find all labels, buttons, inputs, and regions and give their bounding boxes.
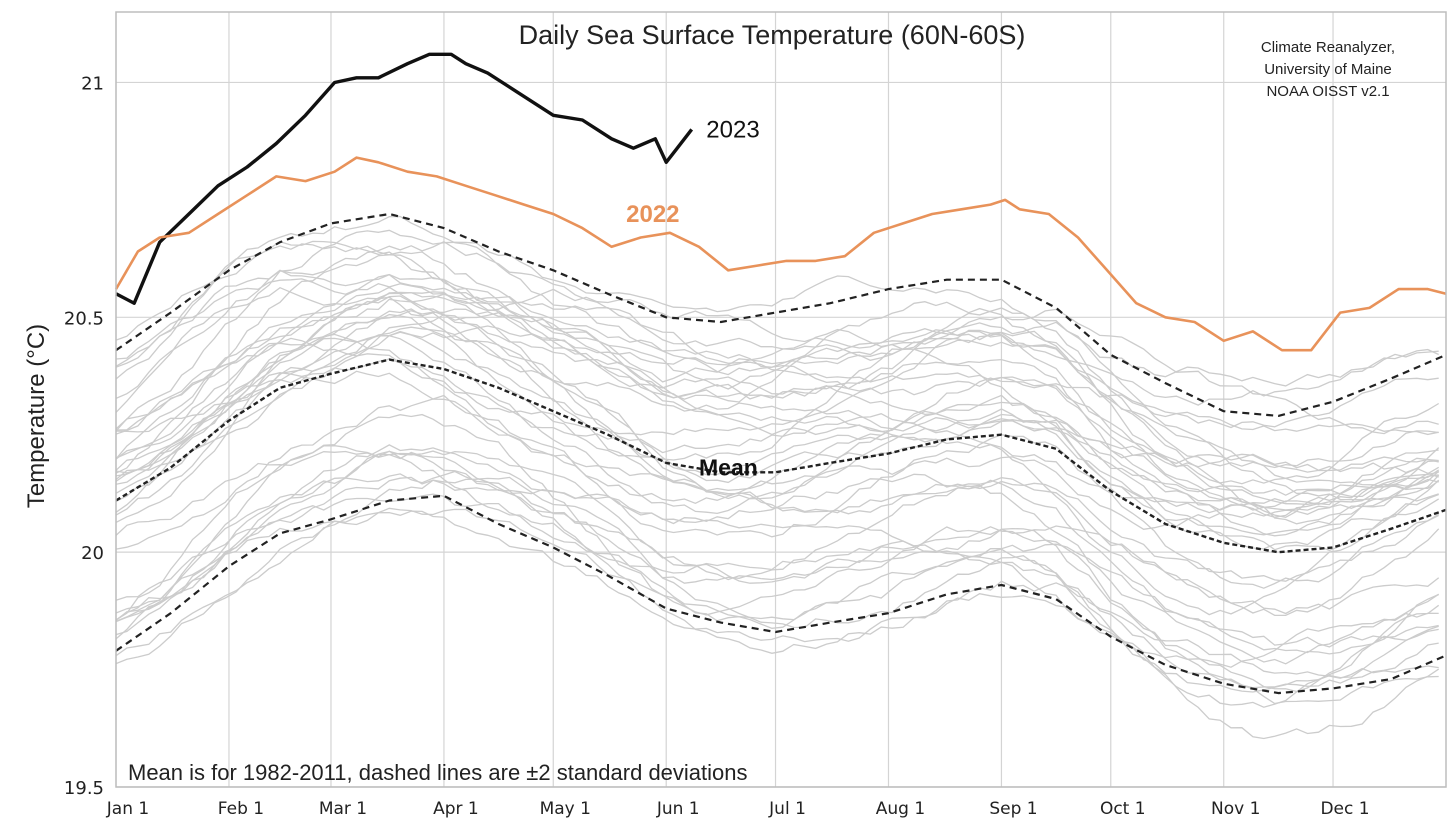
source-line-2: University of Maine xyxy=(1264,61,1392,78)
background-year-line-12 xyxy=(115,243,1439,399)
series-line-2023 xyxy=(115,52,694,305)
background-year-lines xyxy=(115,215,1440,740)
background-year-line-37 xyxy=(115,308,1439,518)
x-tick-label-8: Sep 1 xyxy=(989,799,1037,819)
background-year-line-4 xyxy=(115,308,1440,552)
source-line-1: Climate Reanalyzer, xyxy=(1261,39,1395,56)
y-tick-label-1: 20 xyxy=(81,543,104,564)
series-line-2022 xyxy=(114,156,1447,352)
background-year-line-7 xyxy=(115,215,1439,429)
x-tick-label-10: Nov 1 xyxy=(1211,799,1260,819)
background-year-line-38 xyxy=(115,307,1440,501)
y-tick-label-0: 19.5 xyxy=(64,778,104,799)
y-tick-label-2: 20.5 xyxy=(64,308,104,329)
background-year-line-30 xyxy=(115,476,1440,740)
background-year-line-32 xyxy=(115,445,1439,668)
x-tick-label-11: Dec 1 xyxy=(1320,799,1369,819)
background-year-line-36 xyxy=(115,444,1439,665)
background-year-line-21 xyxy=(115,394,1440,582)
source-line-3: NOAA OISST v2.1 xyxy=(1266,83,1389,100)
annotation-2023: 2023 xyxy=(706,116,759,143)
background-year-line-26 xyxy=(115,295,1439,498)
background-year-line-24 xyxy=(115,370,1439,508)
x-tick-label-4: May 1 xyxy=(540,799,591,819)
background-year-line-39 xyxy=(115,510,1439,689)
background-year-line-25 xyxy=(115,450,1440,693)
series-annotations: 2023 2022 Mean xyxy=(626,116,760,480)
chart-title: Daily Sea Surface Temperature (60N-60S) xyxy=(519,20,1026,50)
x-tick-label-5: Jun 1 xyxy=(656,799,700,819)
series-lines xyxy=(114,52,1447,695)
x-tick-label-2: Mar 1 xyxy=(319,799,367,819)
background-year-line-28 xyxy=(115,470,1439,679)
background-year-line-27 xyxy=(115,313,1439,514)
sd-dashed-line-4 xyxy=(115,494,1447,695)
x-tick-label-0: Jan 1 xyxy=(106,799,149,819)
background-year-line-6 xyxy=(115,286,1439,473)
y-axis-label: Temperature (°C) xyxy=(23,324,50,508)
x-tick-labels: Jan 1 Feb 1 Mar 1 Apr 1 May 1 Jun 1 Jul 1 Aug 1… xyxy=(106,799,1370,819)
background-year-line-10 xyxy=(115,476,1439,693)
x-tick-label-7: Aug 1 xyxy=(876,799,925,819)
series-line-mean xyxy=(115,358,1447,554)
x-tick-label-9: Oct 1 xyxy=(1100,799,1146,819)
annotation-2022: 2022 xyxy=(626,201,679,228)
x-tick-label-3: Apr 1 xyxy=(433,799,479,819)
annotation-mean: Mean xyxy=(699,455,758,481)
background-year-line-1 xyxy=(115,325,1440,525)
y-tick-label-3: 21 xyxy=(81,73,104,94)
plot-frame xyxy=(115,11,1447,788)
background-year-line-23 xyxy=(115,337,1439,478)
background-year-line-16 xyxy=(115,335,1439,550)
background-year-line-3 xyxy=(115,291,1440,537)
background-year-line-35 xyxy=(115,240,1439,406)
background-year-line-19 xyxy=(115,358,1439,513)
background-year-line-22 xyxy=(115,451,1440,654)
y-tick-labels: 19.5 20 20.5 21 xyxy=(64,73,104,799)
x-tick-label-1: Feb 1 xyxy=(218,799,264,819)
chart-note: Mean is for 1982-2011, dashed lines are … xyxy=(128,760,748,785)
sd-dashed-line-3 xyxy=(115,212,1447,417)
background-year-line-18 xyxy=(115,413,1439,708)
background-year-line-33 xyxy=(115,251,1440,536)
background-year-line-17 xyxy=(115,450,1440,615)
x-tick-label-6: Jul 1 xyxy=(768,799,806,819)
background-year-line-9 xyxy=(115,333,1439,530)
background-year-line-15 xyxy=(115,240,1440,518)
background-year-line-8 xyxy=(115,278,1439,435)
background-year-line-31 xyxy=(115,292,1440,616)
background-year-line-13 xyxy=(115,269,1439,436)
